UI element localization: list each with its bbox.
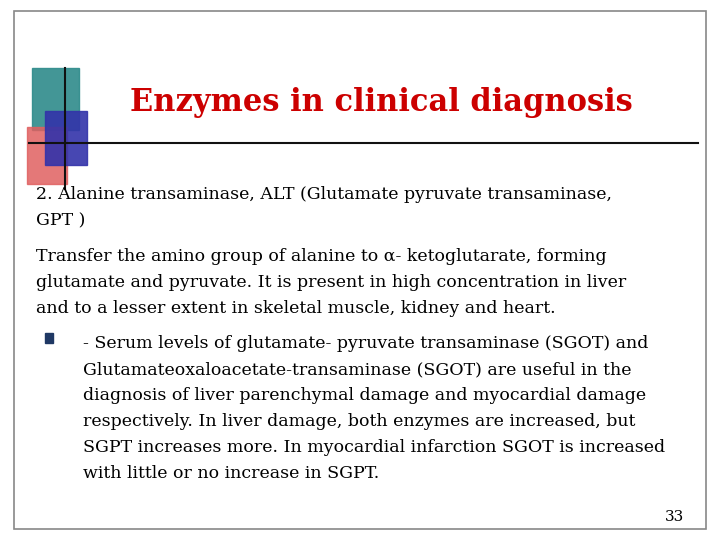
- Bar: [45, 333, 53, 343]
- Text: respectively. In liver damage, both enzymes are increased, but: respectively. In liver damage, both enzy…: [83, 413, 635, 430]
- FancyBboxPatch shape: [14, 11, 706, 529]
- Text: Glutamateoxaloacetate-transaminase (SGOT) are useful in the: Glutamateoxaloacetate-transaminase (SGOT…: [83, 361, 631, 378]
- Bar: [27, 127, 67, 184]
- Text: - Serum levels of glutamate- pyruvate transaminase (SGOT) and: - Serum levels of glutamate- pyruvate tr…: [83, 335, 648, 352]
- Text: SGPT increases more. In myocardial infarction SGOT is increased: SGPT increases more. In myocardial infar…: [83, 439, 665, 456]
- Text: GPT ): GPT ): [36, 212, 86, 229]
- Text: Transfer the amino group of alanine to α- ketoglutarate, forming: Transfer the amino group of alanine to α…: [36, 248, 607, 265]
- Text: with little or no increase in SGPT.: with little or no increase in SGPT.: [83, 465, 379, 482]
- Text: Enzymes in clinical diagnosis: Enzymes in clinical diagnosis: [130, 87, 632, 118]
- Text: 33: 33: [665, 510, 684, 524]
- Bar: [32, 68, 79, 130]
- Bar: [45, 111, 87, 165]
- Text: diagnosis of liver parenchymal damage and myocardial damage: diagnosis of liver parenchymal damage an…: [83, 387, 646, 404]
- Text: and to a lesser extent in skeletal muscle, kidney and heart.: and to a lesser extent in skeletal muscl…: [36, 300, 556, 316]
- Text: 2. Alanine transaminase, ALT (Glutamate pyruvate transaminase,: 2. Alanine transaminase, ALT (Glutamate …: [36, 186, 612, 203]
- Text: glutamate and pyruvate. It is present in high concentration in liver: glutamate and pyruvate. It is present in…: [36, 274, 626, 291]
